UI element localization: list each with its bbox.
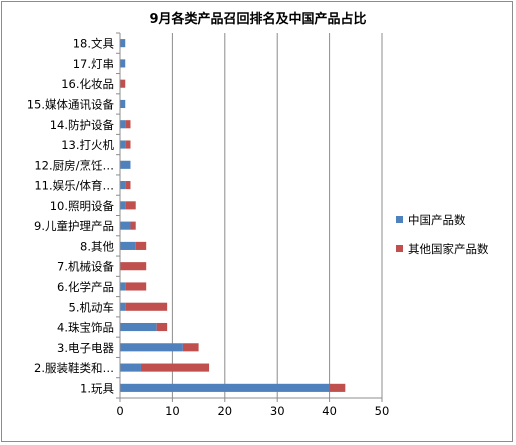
bar-series2 (125, 282, 147, 291)
bar-series2 (135, 241, 147, 250)
legend-swatch (396, 216, 403, 223)
chart-title: 9月各类产品召回排名及中国产品占比 (149, 11, 366, 27)
bar-series1 (120, 282, 126, 291)
axes (116, 32, 383, 402)
bar-series2 (182, 343, 199, 352)
category-label: 13.打火机 (61, 138, 114, 152)
bar-series1 (120, 201, 126, 210)
bar-series2 (125, 140, 131, 149)
bar-series1 (120, 99, 126, 109)
category-label: 11.娱乐/体育… (34, 179, 114, 193)
category-label: 1.玩具 (80, 381, 114, 395)
bar-series1 (120, 322, 157, 332)
bar-series1 (120, 302, 126, 311)
x-tick-label: 0 (116, 404, 123, 418)
x-tick-label: 20 (217, 404, 232, 418)
bar-series2 (120, 262, 147, 271)
category-label: 15.媒体通讯设备 (27, 97, 115, 111)
bar-series2 (125, 181, 131, 190)
category-label: 7.机械设备 (57, 260, 114, 274)
x-tick-label: 30 (270, 404, 285, 418)
gridlines (171, 33, 383, 398)
bars (120, 39, 346, 392)
bar-series1 (120, 241, 136, 250)
category-label: 8.其他 (80, 239, 114, 253)
x-tick-label: 10 (165, 404, 180, 418)
bar-series1 (120, 160, 131, 169)
legend-label: 中国产品数 (408, 213, 466, 227)
x-tick-label: 40 (322, 404, 337, 418)
bar-series1 (120, 59, 126, 68)
category-label: 18.文具 (73, 37, 115, 51)
bar-series1 (120, 140, 126, 149)
category-label: 12.厨房/烹饪… (34, 158, 114, 172)
bar-series1 (120, 363, 141, 372)
bar-series1 (120, 181, 126, 190)
category-label: 6.化学产品 (57, 280, 114, 294)
bar-series2 (156, 322, 168, 332)
category-label: 5.机动车 (69, 300, 114, 314)
bar-series2 (140, 363, 210, 372)
category-labels: 1.玩具 2.服装鞋类和… 3.电子电器 4.珠宝饰品 5.机动车 6.化学产品 7.机械设… (27, 37, 115, 396)
category-label: 2.服装鞋类和… (34, 361, 114, 375)
bar-series1 (120, 383, 330, 392)
bar-series1 (120, 221, 131, 230)
legend-swatch (396, 245, 403, 252)
bar-series2 (329, 383, 346, 392)
bar-series1 (120, 39, 126, 48)
bar-series2 (125, 201, 136, 210)
category-label: 14.防护设备 (50, 118, 115, 132)
category-label: 16.化妆品 (61, 77, 114, 91)
bar-series2 (125, 302, 168, 311)
bar-series2 (125, 120, 131, 129)
bar-series1 (120, 120, 126, 129)
category-label: 17.灯串 (73, 57, 114, 71)
category-label: 9.儿童护理产品 (34, 219, 114, 233)
bar-series2 (130, 221, 136, 230)
bar-series2 (120, 79, 126, 88)
x-tick-label: 50 (375, 404, 390, 418)
x-tick-labels: 0 10 20 30 40 50 (116, 404, 389, 418)
bar-series1 (120, 343, 183, 352)
category-label: 4.珠宝饰品 (57, 321, 114, 335)
category-label: 10.照明设备 (50, 199, 115, 213)
category-label: 3.电子电器 (57, 341, 114, 355)
legend-label: 其他国家产品数 (408, 242, 489, 256)
